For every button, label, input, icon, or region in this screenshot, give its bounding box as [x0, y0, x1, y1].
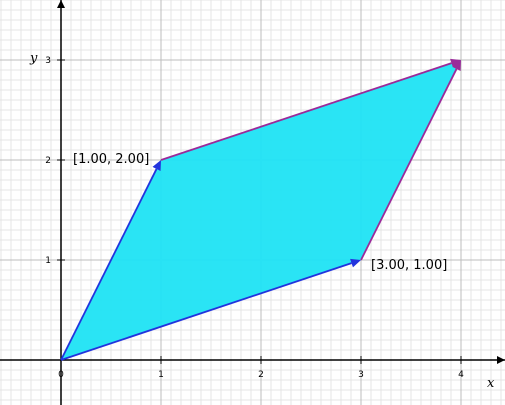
x-tick-label: 4 [458, 370, 464, 380]
vector-label-a: [1.00, 2.00] [73, 152, 149, 167]
y-tick-label: 2 [45, 156, 51, 166]
x-tick-label: 2 [258, 370, 264, 380]
vector-line-1 [60, 262, 352, 361]
y-tick-label: 1 [45, 256, 51, 266]
x-tick-label: 1 [158, 370, 164, 380]
x-axis-label: x [487, 376, 495, 391]
vector-arrowhead-3 [452, 60, 461, 71]
y-tick-label: 3 [45, 56, 51, 66]
x-tick-label: 0 [58, 370, 64, 380]
x-tick-label: 3 [358, 370, 364, 380]
vector-line-3 [360, 68, 458, 261]
vector-line-2 [160, 62, 452, 161]
y-axis-arrow [57, 0, 65, 8]
vector-arrowhead-0 [152, 160, 161, 171]
y-axis-label: y [29, 51, 38, 66]
vector-label-b: [3.00, 1.00] [371, 258, 447, 273]
parallelogram-fill [61, 60, 461, 360]
vector-arrowhead-2 [450, 58, 461, 68]
vectors [60, 58, 461, 361]
x-axis-arrow [497, 356, 505, 364]
tick-labels: 0 1 2 3 4 1 2 3 [45, 56, 464, 380]
vector-line-0 [60, 168, 158, 361]
vector-arrowhead-1 [350, 258, 361, 268]
